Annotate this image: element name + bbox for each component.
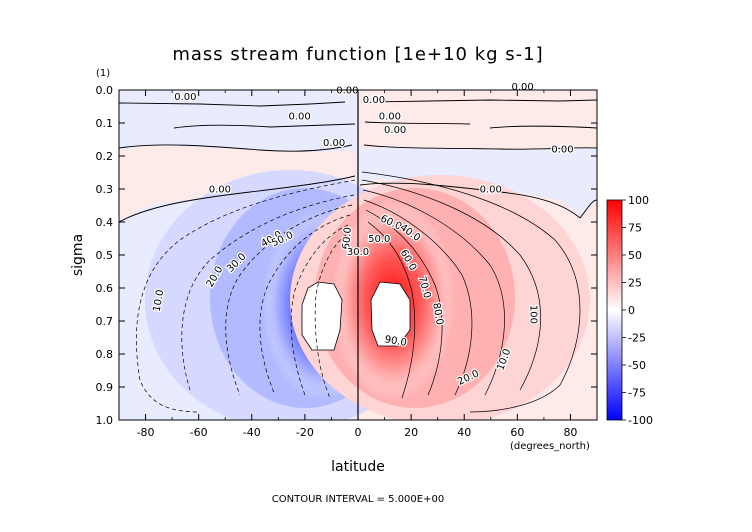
- x-tick-label: -40: [243, 426, 261, 439]
- x-tick-label: -20: [296, 426, 314, 439]
- contour-label: 0.00: [480, 184, 502, 195]
- contour-label: 0.00: [551, 145, 573, 156]
- negative-contours: [136, 179, 356, 413]
- colorbar: 100 75 50 25 0 -25 -50 -75 -100: [606, 194, 653, 427]
- colorbar-tick-label: 25: [628, 277, 642, 290]
- colorbar-tick-label: 75: [628, 222, 642, 235]
- y-tick-label: 0.4: [96, 216, 114, 229]
- contour-label: 0.00: [363, 95, 385, 106]
- contour-label: 60.0: [341, 227, 354, 250]
- y-tick-label: 1.0: [96, 414, 114, 427]
- zero-contours: [119, 90, 597, 420]
- contour-label: 0.00: [379, 112, 401, 123]
- y-tick-label: 0.7: [96, 315, 114, 328]
- contour-label: 0.00: [512, 82, 534, 93]
- contour-label: 10.0: [152, 289, 167, 313]
- contour-label: 90.0: [384, 334, 408, 349]
- colorbar-tick-label: -25: [628, 332, 646, 345]
- contour-label: 0.00: [174, 92, 196, 103]
- contour-label: 0.00: [288, 112, 310, 123]
- chart-title: mass stream function [1e+10 kg s-1]: [172, 44, 543, 65]
- y-tick-label: 0.5: [96, 249, 114, 262]
- colorbar-ticks: 100 75 50 25 0 -25 -50 -75 -100: [622, 194, 653, 427]
- y-axis: 0.0 0.1 0.2 0.3 0.4 0.5 0.6 0.7 0.8 0.9 1.0: [96, 84, 597, 427]
- y-tick-label: 0.9: [96, 381, 114, 394]
- colorbar-tick-label: 50: [628, 249, 642, 262]
- x-tick-label: -60: [190, 426, 208, 439]
- y-axis-label: sigma: [70, 234, 86, 276]
- colorbar-tick-label: -75: [628, 387, 646, 400]
- x-axis: -80 -60 -40 -20 0 20 40 60 80: [118, 90, 598, 439]
- y-tick-label: 0.8: [96, 348, 114, 361]
- x-tick-label: 40: [457, 426, 471, 439]
- colorbar-tick-label: 0: [628, 304, 635, 317]
- colorbar-tick-label: 100: [628, 194, 649, 207]
- contour-interval-note: CONTOUR INTERVAL = 5.000E+00: [272, 494, 444, 505]
- northern-core-saturated: [370, 281, 411, 347]
- x-tick-label: 80: [563, 426, 577, 439]
- contour-label: 30.0: [347, 247, 369, 258]
- colorbar-gradient: [606, 199, 623, 421]
- y-tick-label: 0.2: [96, 150, 114, 163]
- scale-note: (1): [96, 68, 110, 79]
- x-tick-label: 0: [355, 426, 362, 439]
- contour-label: 50.0: [368, 234, 390, 245]
- contour-label: 0.00: [323, 138, 345, 149]
- southern-core-saturated: [301, 281, 343, 351]
- y-tick-label: 0.0: [96, 84, 114, 97]
- x-tick-label: -80: [137, 426, 155, 439]
- x-tick-label: 20: [404, 426, 418, 439]
- contour-label: 100: [528, 305, 539, 324]
- x-axis-units: (degrees_north): [510, 441, 590, 452]
- x-axis-label: latitude: [331, 459, 385, 475]
- y-tick-label: 0.3: [96, 183, 114, 196]
- contour-label: 0.00: [384, 125, 406, 136]
- contour-label: 0.00: [336, 85, 358, 96]
- contour-label: 0.00: [209, 184, 231, 195]
- contour-label: 80.0: [430, 302, 445, 326]
- y-tick-label: 0.1: [96, 117, 114, 130]
- plot-field: [119, 90, 597, 420]
- positive-contours: [361, 171, 581, 413]
- colorbar-tick-label: -50: [628, 359, 646, 372]
- colorbar-tick-label: -100: [628, 414, 653, 427]
- y-tick-label: 0.6: [96, 282, 114, 295]
- x-tick-label: 60: [510, 426, 524, 439]
